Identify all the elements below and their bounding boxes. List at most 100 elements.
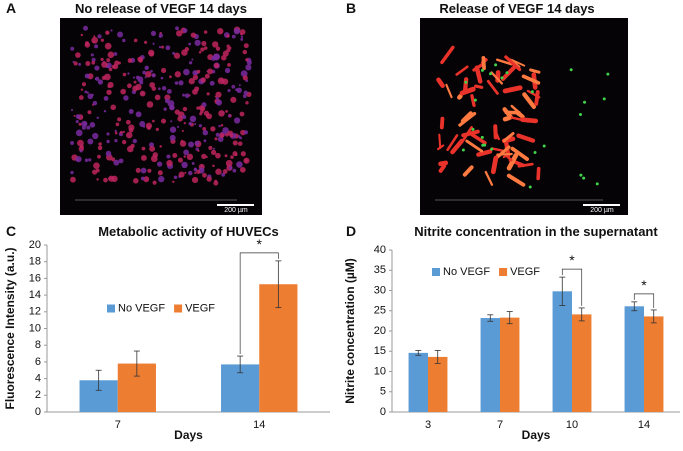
cell [133, 139, 137, 143]
bar [625, 306, 644, 412]
cell [245, 58, 248, 61]
cell [88, 158, 91, 161]
chart-title: Metabolic activity of HUVECs [98, 224, 279, 239]
cell [114, 139, 117, 142]
green-dot [579, 174, 582, 177]
x-tick-label: 7 [497, 419, 503, 431]
cell [94, 65, 99, 70]
y-tick-label: 0 [35, 406, 41, 418]
cell-strand [478, 151, 490, 154]
cell [79, 123, 82, 126]
y-tick-label: 12 [29, 306, 41, 318]
cell [202, 173, 207, 178]
cell [87, 139, 93, 145]
cell [92, 133, 98, 139]
cell [179, 171, 185, 177]
scale-bar-label: 200 µm [224, 207, 248, 214]
cell [85, 61, 90, 66]
cell [223, 169, 228, 174]
y-tick-label: 16 [29, 272, 41, 284]
cell [91, 94, 93, 96]
cell [145, 66, 149, 70]
cell [188, 43, 191, 46]
cell-strand [441, 166, 444, 171]
x-tick-label: 14 [638, 419, 650, 431]
cell [182, 94, 185, 97]
cell [214, 137, 217, 140]
cell [245, 64, 251, 70]
cell [221, 124, 224, 127]
cell [93, 35, 95, 37]
cell [141, 155, 147, 161]
cell [148, 50, 154, 56]
cell [142, 147, 146, 151]
cell [183, 28, 188, 33]
cell [167, 89, 172, 94]
cell-strand [459, 96, 460, 97]
cell [97, 155, 101, 159]
cell [98, 146, 103, 151]
green-dot [481, 144, 484, 147]
cell [244, 43, 249, 48]
cell [206, 176, 211, 181]
cell [166, 160, 172, 166]
cell [226, 48, 230, 52]
x-tick-label: 10 [566, 419, 578, 431]
cell-strand [536, 92, 538, 104]
cell [194, 172, 196, 174]
cell [203, 130, 208, 135]
cell [158, 170, 163, 175]
y-tick-label: 2 [35, 389, 41, 401]
legend-swatch [432, 268, 440, 276]
cell [221, 55, 227, 61]
y-tick-label: 40 [374, 244, 386, 256]
cell-strand [538, 169, 539, 179]
cell [243, 75, 248, 80]
cell [238, 135, 241, 138]
cell [181, 162, 187, 168]
cell [139, 121, 145, 127]
cell [84, 122, 87, 125]
cell-strand [442, 119, 443, 128]
cell [174, 53, 180, 59]
significance-mark: * [569, 252, 575, 268]
cell [240, 33, 243, 36]
cell [178, 158, 183, 163]
cell [161, 77, 164, 80]
cell [90, 122, 96, 128]
cell [225, 110, 228, 113]
bar [428, 357, 447, 412]
cell [71, 109, 73, 111]
bar [572, 314, 591, 412]
cell [200, 47, 204, 51]
cell [219, 133, 224, 138]
cell [126, 132, 133, 139]
y-tick-label: 8 [35, 339, 41, 351]
cell [218, 110, 225, 117]
scale-bar-label: 200 µm [590, 207, 614, 214]
cell [226, 34, 229, 37]
cell [231, 85, 235, 89]
cell [194, 123, 196, 125]
cell [217, 28, 223, 34]
cell [91, 37, 98, 44]
cell [129, 128, 134, 133]
cell [204, 30, 207, 33]
cell [181, 140, 184, 143]
cell [96, 168, 100, 172]
bar [409, 353, 428, 412]
cell [205, 74, 210, 79]
legend-label: VEGF [510, 266, 540, 278]
panel-letter: B [346, 0, 356, 16]
cell [103, 178, 108, 183]
cell [175, 109, 180, 114]
significance-mark: * [257, 236, 263, 252]
legend-label: VEGF [185, 302, 215, 314]
cell [243, 94, 247, 98]
cell [218, 125, 220, 127]
cell [196, 170, 200, 174]
cell [182, 115, 186, 119]
cell [176, 30, 182, 36]
cell [93, 162, 100, 169]
cell [95, 78, 97, 80]
